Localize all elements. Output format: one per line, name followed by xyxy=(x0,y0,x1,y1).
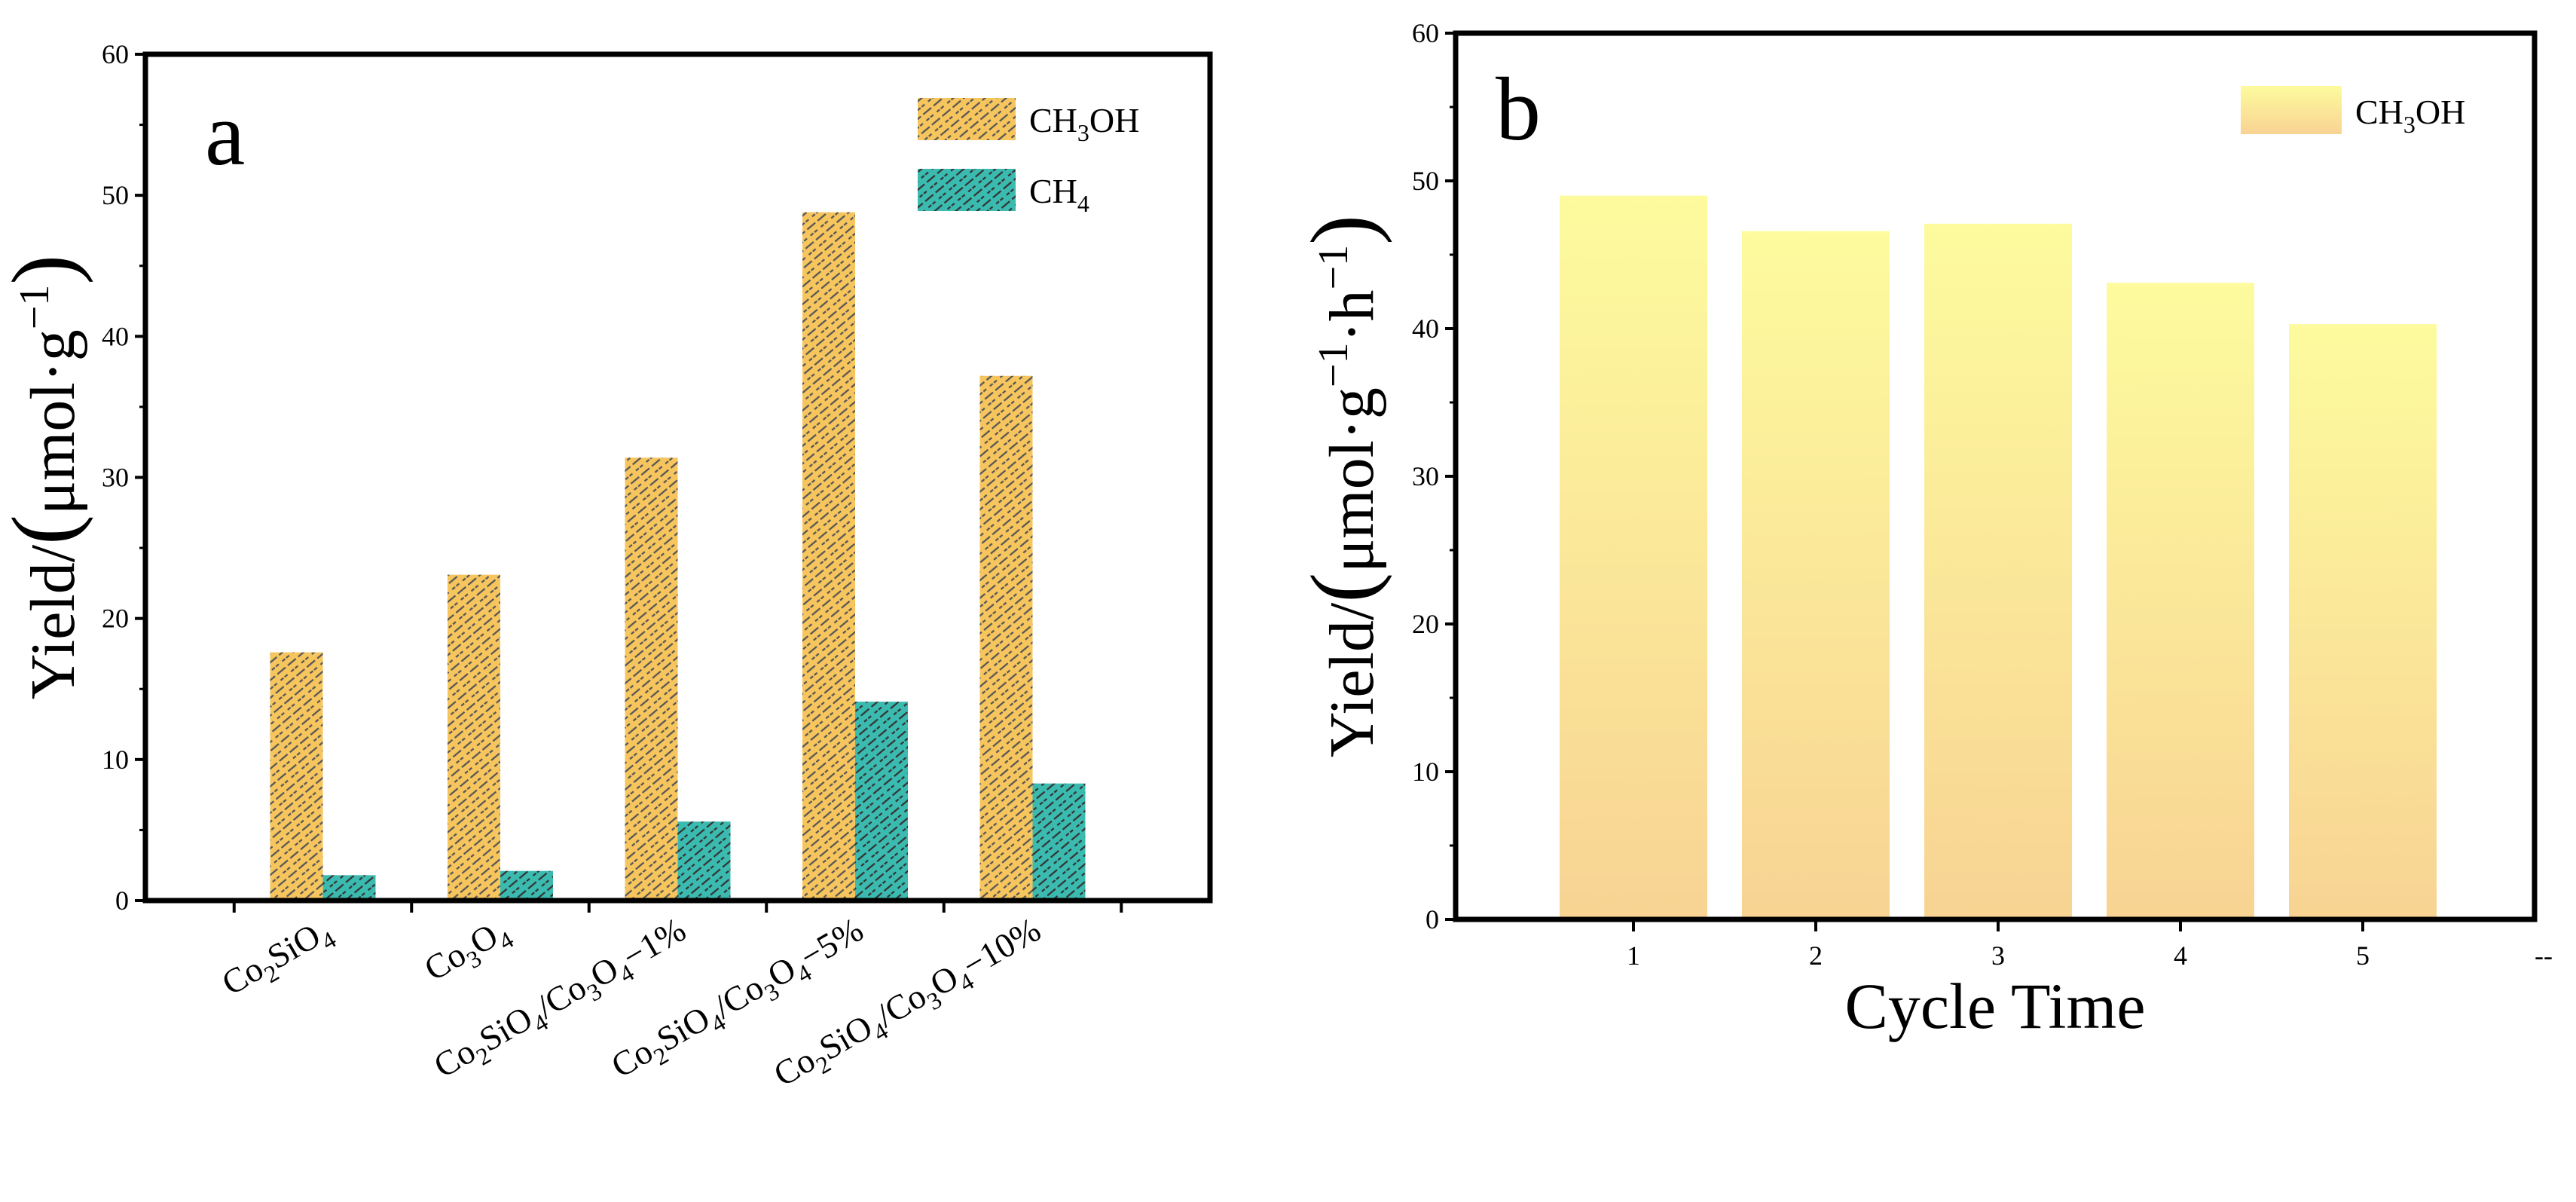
y-tick-label: 40 xyxy=(1412,313,1439,344)
x-tick-label: 4 xyxy=(2174,940,2187,971)
legend-swatch-ch4 xyxy=(918,169,1016,211)
category-label-3: Co2SiO4/Co3O4−1% xyxy=(427,910,695,1090)
panel-a-plot-frame xyxy=(142,51,1213,904)
bar-cycle-3 xyxy=(1924,223,2072,920)
bar-cycle-2 xyxy=(1742,231,1890,919)
bar-ch3oh-4 xyxy=(802,212,855,901)
legend-swatch-ch3oh xyxy=(2241,86,2342,134)
panel-b-bars xyxy=(1560,195,2437,920)
y-tick-label: 60 xyxy=(102,39,129,69)
panel-b-x-axis: 1 2 3 4 5 -- xyxy=(1627,919,2553,971)
y-tick-label: 40 xyxy=(102,321,129,351)
bar-ch3oh-1 xyxy=(270,652,323,901)
panel-a-legend: CH3OH CH4 xyxy=(918,98,1139,217)
y-tick-label: 0 xyxy=(115,885,129,916)
bar-ch4-5 xyxy=(1032,783,1086,901)
legend-label-ch3oh: CH3OH xyxy=(1029,101,1139,146)
bar-ch3oh-3 xyxy=(625,457,678,901)
legend-label-ch4: CH4 xyxy=(1029,172,1089,217)
y-tick-label: 30 xyxy=(1412,461,1439,491)
panel-a-category-labels: Co2SiO4 Co3O4Co2SiO4/Co3O4−1%Co2SiO4/Co3O… xyxy=(215,910,1047,1093)
bar-ch4-2 xyxy=(500,870,553,901)
bar-ch3oh-2 xyxy=(448,574,500,901)
x-tick-label: 5 xyxy=(2356,940,2370,971)
y-tick-label: 50 xyxy=(1412,166,1439,196)
bar-ch3oh-5 xyxy=(979,375,1033,901)
y-tick-label: 10 xyxy=(102,745,129,775)
panel-a-letter: a xyxy=(205,84,245,184)
y-tick-label: 20 xyxy=(1412,609,1439,639)
x-tick-label: -- xyxy=(2535,940,2553,971)
x-tick-label: 3 xyxy=(1991,940,2005,971)
y-tick-label: 10 xyxy=(1412,757,1439,787)
panel-a-y-axis: 0 10 20 30 40 50 60 xyxy=(102,39,145,916)
y-tick-label: 20 xyxy=(102,604,129,634)
bar-ch4-4 xyxy=(855,702,908,901)
bar-ch4-3 xyxy=(677,821,731,901)
panel-b-x-axis-label: Cycle Time xyxy=(1844,970,2145,1042)
panel-b-y-axis-label: Yield/(μmol·g−1·h−1) xyxy=(1292,215,1392,757)
panel-b-y-axis: 0 10 20 30 40 50 60 xyxy=(1412,18,1456,934)
panel-b-legend: CH3OH xyxy=(2241,86,2465,138)
legend-swatch-ch3oh xyxy=(918,98,1016,140)
category-label-1: Co2SiO4 xyxy=(215,910,341,1008)
panel-b-letter: b xyxy=(1496,59,1541,159)
panel-a-bars xyxy=(270,212,1086,901)
bar-cycle-1 xyxy=(1560,195,1707,920)
y-tick-label: 50 xyxy=(102,180,129,210)
panel-b-plot-frame xyxy=(1453,30,2538,922)
y-tick-label: 0 xyxy=(1426,904,1439,934)
panel-b: 0 10 20 30 40 50 60 1 2 3 4 5 -- Yield/(μmol·g−1·h−… xyxy=(1292,18,2553,1042)
category-label-2: Co3O4 xyxy=(418,910,518,993)
x-tick-label: 2 xyxy=(1809,940,1823,971)
bar-cycle-5 xyxy=(2289,324,2437,919)
y-tick-label: 60 xyxy=(1412,18,1439,48)
bar-ch4-1 xyxy=(322,875,376,901)
bar-cycle-4 xyxy=(2107,283,2254,919)
x-tick-label: 1 xyxy=(1627,940,1640,971)
y-tick-label: 30 xyxy=(102,463,129,493)
legend-label-ch3oh: CH3OH xyxy=(2355,93,2465,138)
panel-a-y-axis-label: Yield/(μmol·g−1) xyxy=(0,255,93,700)
